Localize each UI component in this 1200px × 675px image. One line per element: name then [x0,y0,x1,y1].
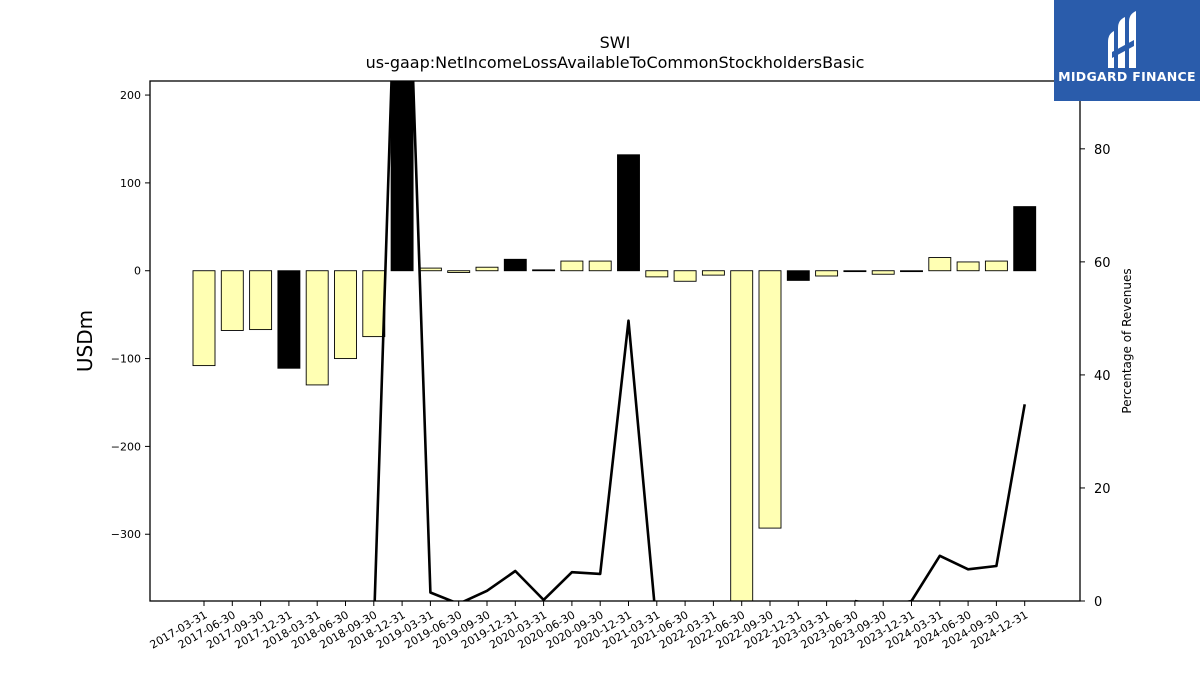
bar-2020-09-30 [588,260,612,272]
plot-area [192,81,1037,601]
bar-2017-12-31 [277,270,301,369]
y2-tick-label: 40 [1094,369,1111,384]
bar-2024-03-31 [928,257,952,272]
y2-tick-label: 60 [1094,256,1111,271]
bar-2019-12-31 [503,258,527,272]
y-axis-label: USDm [73,310,97,372]
y-tick-label: 0 [134,265,141,278]
bar-2024-09-30 [984,260,1008,272]
y2-axis-label: Percentage of Revenues [1120,268,1134,413]
y-tick-label: −200 [111,440,141,453]
bar-2020-06-30 [560,260,584,272]
y2-tick-label: 0 [1094,595,1102,610]
bar-2019-09-30 [475,266,499,272]
chart-subtitle: us-gaap:NetIncomeLossAvailableToCommonSt… [365,53,865,72]
bar-2023-06-30 [843,270,867,273]
bar-2022-09-30 [758,270,782,529]
bar-2018-03-31 [305,270,329,386]
y-tick-label: −300 [111,528,141,541]
bar-2017-03-31 [192,270,216,367]
chart-title: SWI [599,33,631,52]
bar-2021-06-30 [673,270,697,282]
plot-frame [149,80,1081,602]
bar-2018-06-30 [334,270,357,360]
midgard-logo-icon [1108,11,1136,68]
bar-2017-09-30 [249,270,273,331]
bar-2022-03-31 [701,270,725,276]
bar-2020-03-31 [532,269,556,272]
bar-2017-06-30 [220,270,244,331]
percentage-line-segment-0 [373,81,656,601]
bar-2018-09-30 [362,270,386,338]
bar-2022-06-30 [730,270,754,601]
bar-2023-03-31 [815,270,839,277]
brand-name: MIDGARD FINANCE [1058,69,1196,84]
bar-2018-12-31 [390,81,414,272]
percentage-line-segment-1 [854,404,1026,601]
bar-2024-12-31 [1013,206,1037,272]
bar-2020-12-31 [617,154,640,272]
y-tick-label: 100 [120,177,141,190]
y-tick-label: 200 [120,89,141,102]
bar-2023-12-31 [900,270,923,273]
bar-2019-03-31 [418,267,442,272]
y2-tick-label: 20 [1094,482,1111,497]
y2-tick-label: 80 [1094,143,1111,158]
y-tick-label: −100 [111,353,141,366]
bar-2019-06-30 [447,270,471,273]
brand-logo: MIDGARD FINANCE [1054,0,1200,101]
bar-2023-09-30 [871,270,895,275]
bar-2021-03-31 [645,270,669,278]
bar-2022-12-31 [786,270,810,281]
bar-2024-06-30 [956,261,980,272]
